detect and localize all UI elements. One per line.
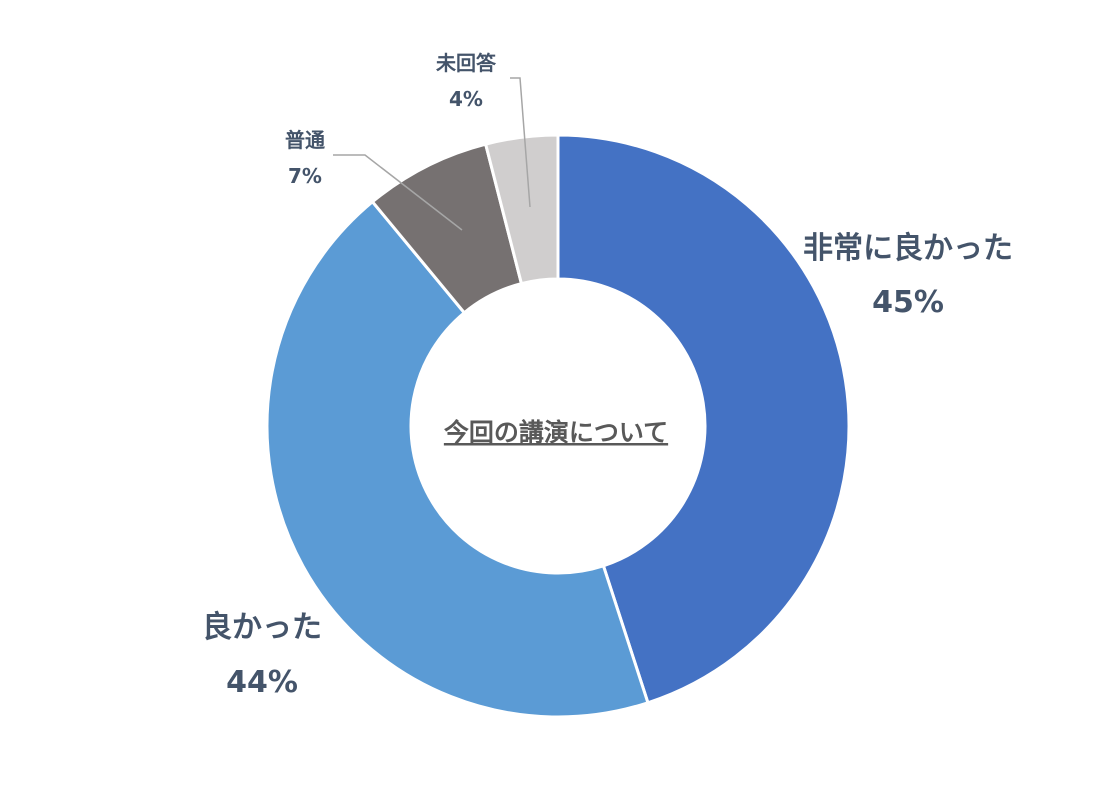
label-非常に良かった: 非常に良かった bbox=[803, 231, 1013, 266]
donut-slices bbox=[265, 133, 851, 719]
leader-line-未回答 bbox=[510, 77, 531, 208]
slice-非常に良かった bbox=[556, 133, 851, 705]
leader-line-普通 bbox=[333, 154, 463, 231]
label-未回答: 未回答 bbox=[436, 51, 497, 75]
value-label-普通: 7% bbox=[288, 164, 322, 188]
slice-良かった bbox=[265, 199, 650, 719]
label-良かった: 良かった bbox=[202, 610, 322, 645]
value-label-非常に良かった: 45% bbox=[872, 285, 944, 320]
chart-title: 今回の講演について bbox=[444, 418, 668, 447]
value-label-未回答: 4% bbox=[449, 87, 483, 111]
data-labels: 非常に良かった 45% 良かった 44% 普通 7% 未回答 4% bbox=[202, 51, 1013, 700]
label-普通: 普通 bbox=[285, 128, 325, 152]
slice-未回答 bbox=[483, 133, 560, 286]
leader-lines bbox=[333, 77, 531, 231]
value-label-良かった: 44% bbox=[226, 665, 298, 700]
